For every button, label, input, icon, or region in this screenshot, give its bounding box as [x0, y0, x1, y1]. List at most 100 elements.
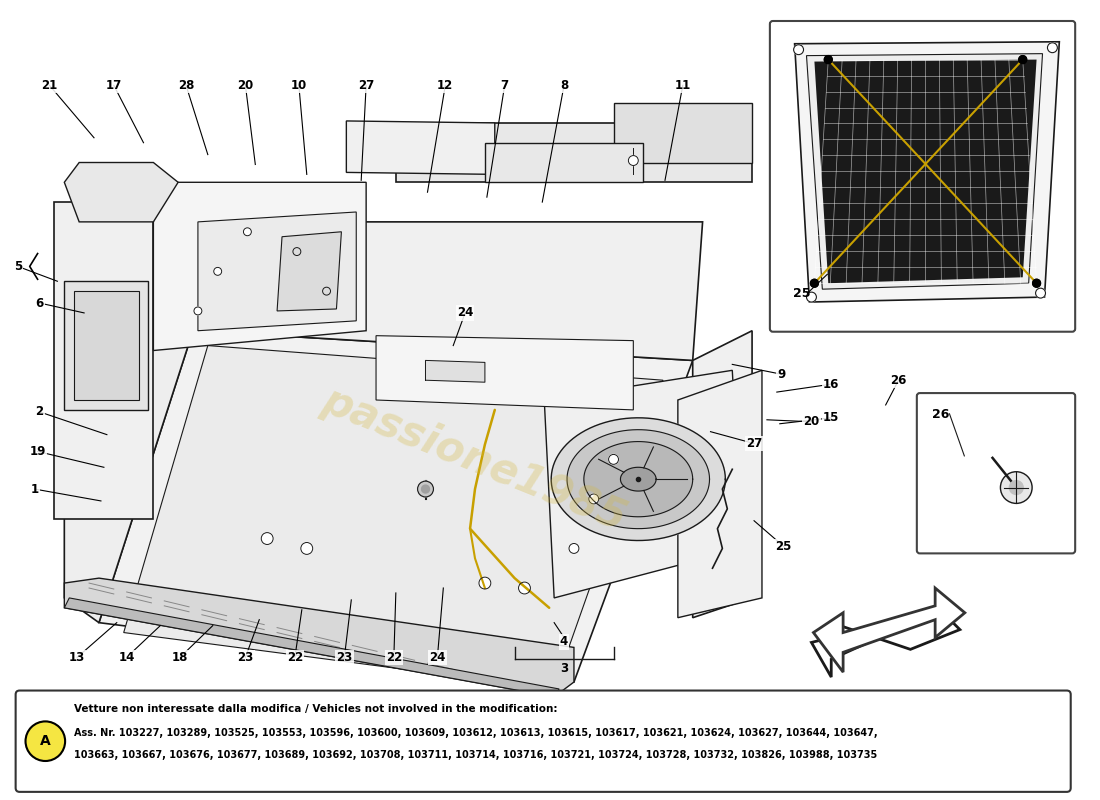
- Polygon shape: [568, 430, 710, 529]
- Circle shape: [213, 267, 222, 275]
- Text: 24: 24: [456, 306, 473, 319]
- Polygon shape: [551, 418, 725, 541]
- Text: 5: 5: [13, 260, 22, 273]
- Circle shape: [518, 582, 530, 594]
- FancyBboxPatch shape: [916, 393, 1075, 554]
- Polygon shape: [198, 212, 356, 330]
- Circle shape: [300, 542, 312, 554]
- Text: 27: 27: [746, 437, 762, 450]
- Text: 4: 4: [560, 635, 569, 649]
- Circle shape: [811, 279, 818, 287]
- Text: 22: 22: [287, 650, 303, 664]
- Circle shape: [421, 485, 429, 493]
- Circle shape: [824, 56, 833, 63]
- Circle shape: [418, 481, 433, 497]
- Text: 103663, 103667, 103676, 103677, 103689, 103692, 103708, 103711, 103714, 103716, : 103663, 103667, 103676, 103677, 103689, …: [74, 750, 878, 760]
- Circle shape: [1019, 56, 1026, 63]
- Text: 7: 7: [500, 79, 508, 92]
- Text: 20: 20: [803, 415, 820, 428]
- Circle shape: [806, 292, 816, 302]
- Circle shape: [194, 307, 202, 315]
- Text: 26: 26: [932, 408, 949, 421]
- Circle shape: [1033, 279, 1041, 287]
- Text: 2: 2: [35, 406, 44, 418]
- Polygon shape: [346, 121, 495, 174]
- Circle shape: [1000, 472, 1032, 503]
- Circle shape: [1010, 481, 1023, 494]
- Text: 13: 13: [69, 650, 86, 664]
- Polygon shape: [192, 222, 703, 361]
- Text: Vetture non interessate dalla modifica / Vehicles not involved in the modificati: Vetture non interessate dalla modifica /…: [74, 704, 558, 714]
- Polygon shape: [584, 442, 693, 517]
- Polygon shape: [153, 182, 366, 350]
- Text: 10: 10: [290, 79, 307, 92]
- Text: 19: 19: [30, 445, 46, 458]
- Circle shape: [569, 543, 579, 554]
- Circle shape: [793, 45, 803, 54]
- Polygon shape: [678, 370, 762, 618]
- Text: 16: 16: [823, 378, 839, 390]
- Text: Ass. Nr. 103227, 103289, 103525, 103553, 103596, 103600, 103609, 103612, 103613,: Ass. Nr. 103227, 103289, 103525, 103553,…: [74, 728, 878, 738]
- Text: 6: 6: [35, 297, 44, 310]
- Circle shape: [1047, 42, 1057, 53]
- Text: 25: 25: [793, 287, 810, 300]
- Text: passione1985: passione1985: [317, 379, 634, 539]
- Text: A: A: [40, 734, 51, 748]
- Circle shape: [25, 722, 65, 761]
- Polygon shape: [620, 467, 656, 491]
- Polygon shape: [99, 330, 693, 682]
- Polygon shape: [814, 59, 1036, 283]
- Polygon shape: [693, 330, 752, 618]
- Polygon shape: [794, 42, 1059, 302]
- Circle shape: [628, 155, 638, 166]
- Text: 22: 22: [386, 650, 402, 664]
- Polygon shape: [485, 142, 644, 182]
- Circle shape: [243, 228, 252, 236]
- FancyBboxPatch shape: [770, 21, 1075, 332]
- Polygon shape: [426, 361, 485, 382]
- Polygon shape: [64, 311, 192, 622]
- Polygon shape: [64, 282, 149, 410]
- Text: 11: 11: [674, 79, 691, 92]
- Circle shape: [588, 494, 598, 504]
- FancyBboxPatch shape: [15, 690, 1070, 792]
- Polygon shape: [812, 610, 960, 677]
- Text: 18: 18: [172, 650, 188, 664]
- Text: 17: 17: [106, 79, 122, 92]
- Circle shape: [608, 454, 618, 464]
- Polygon shape: [123, 346, 663, 689]
- Text: 21: 21: [42, 79, 57, 92]
- Polygon shape: [64, 598, 559, 697]
- Text: 14: 14: [119, 650, 135, 664]
- Polygon shape: [614, 103, 752, 162]
- Polygon shape: [74, 291, 139, 400]
- Text: 27: 27: [358, 79, 374, 92]
- Polygon shape: [64, 162, 178, 222]
- Text: 28: 28: [178, 79, 195, 92]
- Text: 8: 8: [560, 79, 569, 92]
- Text: 23: 23: [238, 650, 253, 664]
- Circle shape: [322, 287, 330, 295]
- Text: 26: 26: [890, 374, 906, 386]
- Polygon shape: [806, 54, 1043, 289]
- Text: 20: 20: [238, 79, 253, 92]
- Text: 15: 15: [823, 411, 839, 424]
- Polygon shape: [64, 578, 574, 697]
- Text: 23: 23: [337, 650, 352, 664]
- Polygon shape: [54, 202, 153, 518]
- Circle shape: [261, 533, 273, 545]
- Text: 25: 25: [776, 540, 792, 553]
- Circle shape: [1035, 288, 1045, 298]
- Polygon shape: [813, 588, 965, 672]
- Text: 24: 24: [429, 650, 446, 664]
- Text: 3: 3: [560, 662, 568, 675]
- Polygon shape: [277, 232, 341, 311]
- Polygon shape: [396, 123, 752, 182]
- Circle shape: [478, 577, 491, 589]
- Text: 9: 9: [778, 368, 785, 381]
- Polygon shape: [544, 370, 742, 598]
- Text: 1: 1: [31, 482, 38, 495]
- Polygon shape: [376, 336, 634, 410]
- Circle shape: [293, 248, 300, 255]
- Text: 12: 12: [437, 79, 453, 92]
